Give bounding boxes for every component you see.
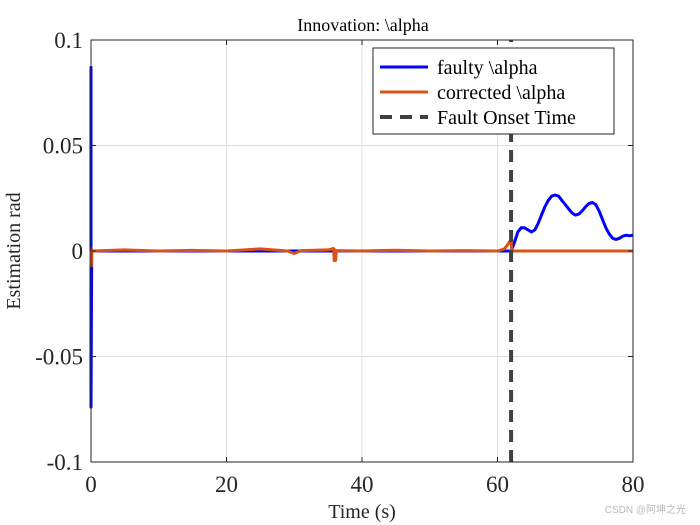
watermark: CSDN @阿坤之光 bbox=[604, 505, 686, 516]
x-tick-label: 40 bbox=[351, 472, 374, 497]
x-tick-label: 0 bbox=[85, 472, 97, 497]
y-tick-label: 0.05 bbox=[43, 134, 83, 159]
axis-ticks: 0 20 40 60 80 -0.1 -0.05 0 0.05 0.1 bbox=[35, 28, 644, 497]
x-tick-label: 20 bbox=[215, 472, 238, 497]
y-tick-label: -0.1 bbox=[47, 450, 83, 475]
chart-title: Innovation: \alpha bbox=[297, 15, 428, 35]
legend-label: corrected \alpha bbox=[437, 82, 565, 104]
y-tick-label: 0 bbox=[72, 239, 84, 264]
y-tick-label: 0.1 bbox=[54, 28, 83, 53]
legend-label: faulty \alpha bbox=[437, 57, 538, 79]
series-line-0 bbox=[89, 65, 634, 409]
legend: faulty \alpha corrected \alpha Fault Onset… bbox=[372, 47, 615, 135]
x-tick-label: 60 bbox=[486, 472, 509, 497]
y-axis-label: Estimation rad bbox=[3, 192, 25, 309]
x-tick-label: 80 bbox=[622, 472, 645, 497]
x-axis-label: Time (s) bbox=[328, 501, 396, 523]
legend-label: Fault Onset Time bbox=[437, 107, 576, 129]
y-tick-label: -0.05 bbox=[35, 345, 83, 370]
